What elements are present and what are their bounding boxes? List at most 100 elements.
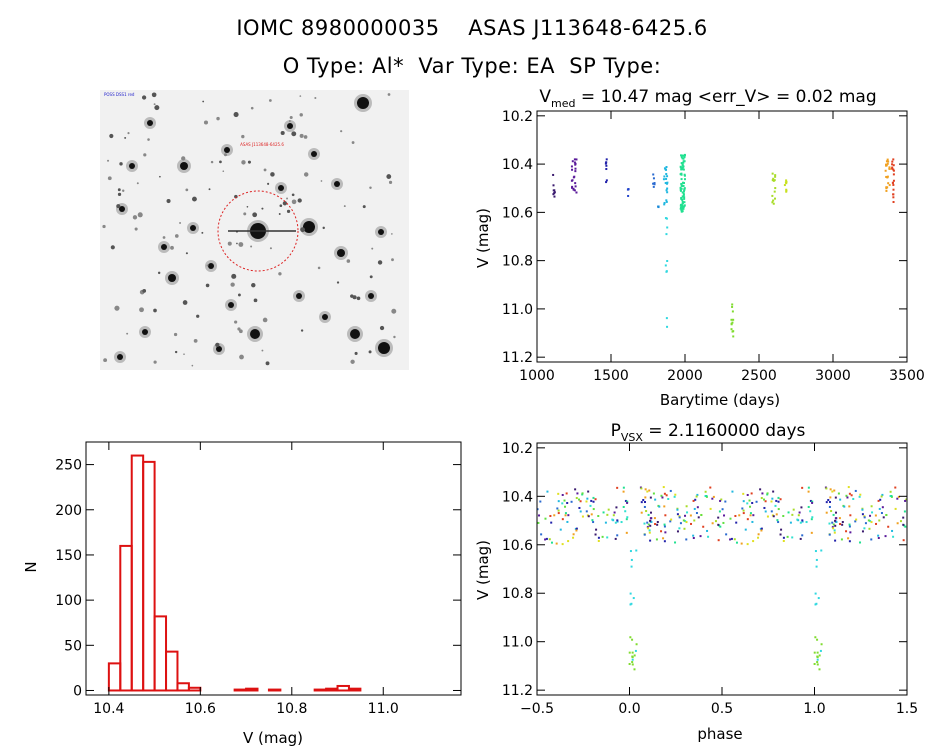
phased-point bbox=[859, 493, 862, 496]
lightcurve-point bbox=[783, 184, 786, 187]
phased-point bbox=[810, 531, 813, 534]
phased-point bbox=[820, 643, 823, 646]
lightcurve-point bbox=[731, 321, 734, 324]
phased-point bbox=[832, 523, 835, 526]
lightcurve-plot: Vmed = 10.47 mag <err_V> = 0.02 mag 1000… bbox=[474, 87, 925, 409]
phased-point bbox=[695, 495, 698, 498]
phased-point bbox=[766, 515, 769, 518]
phased-point bbox=[798, 511, 801, 514]
lightcurve-point bbox=[732, 335, 735, 338]
phased-point bbox=[746, 493, 749, 496]
lightcurve-point bbox=[888, 167, 891, 170]
phased-point bbox=[709, 486, 712, 489]
lightcurve-point bbox=[892, 179, 895, 182]
lightcurve-point bbox=[682, 157, 685, 160]
x-tick-label: 3000 bbox=[815, 368, 851, 384]
phased-point bbox=[733, 538, 736, 541]
faint-star bbox=[320, 180, 323, 182]
phased-point bbox=[848, 525, 851, 528]
phased-point bbox=[841, 523, 844, 526]
phased-point bbox=[818, 668, 821, 671]
faint-star bbox=[250, 106, 254, 110]
faint-star bbox=[179, 221, 182, 224]
faint-star bbox=[117, 188, 121, 192]
faint-star bbox=[147, 138, 150, 141]
phased-point bbox=[581, 493, 584, 496]
phased-point bbox=[878, 507, 881, 510]
phased-point bbox=[663, 540, 666, 543]
phased-point bbox=[744, 528, 747, 531]
phased-point bbox=[763, 498, 766, 501]
phased-points bbox=[536, 486, 908, 671]
phased-point bbox=[828, 505, 831, 508]
phased-point bbox=[723, 514, 726, 517]
lightcurve-point bbox=[665, 233, 668, 236]
phased-point bbox=[848, 523, 851, 526]
star bbox=[337, 249, 345, 257]
faint-star bbox=[299, 133, 304, 138]
phased-point bbox=[606, 513, 609, 516]
phased-point bbox=[643, 533, 646, 536]
phased-point bbox=[690, 522, 693, 525]
phased-point bbox=[587, 515, 590, 518]
phased-point bbox=[837, 492, 840, 495]
faint-star bbox=[153, 103, 156, 106]
phased-point bbox=[833, 531, 836, 534]
lightcurve-point bbox=[571, 168, 574, 171]
phased-point bbox=[615, 506, 618, 509]
histogram-bar bbox=[119, 544, 133, 692]
phased-title-rest: = 2.1160000 days bbox=[643, 421, 806, 441]
phased-point bbox=[711, 522, 714, 525]
star bbox=[368, 293, 374, 299]
phased-point bbox=[585, 510, 588, 513]
histogram-xlabel: V (mag) bbox=[243, 729, 303, 747]
phased-point bbox=[902, 516, 905, 519]
phased-point bbox=[904, 525, 907, 528]
phased-point bbox=[772, 515, 775, 518]
plot-frame bbox=[536, 442, 908, 696]
lightcurve-point bbox=[771, 172, 774, 175]
phased-point bbox=[646, 490, 649, 493]
star bbox=[357, 97, 369, 109]
lightcurve-point bbox=[666, 187, 669, 190]
phased-point bbox=[810, 518, 813, 521]
phased-point bbox=[578, 506, 581, 509]
phased-point bbox=[760, 527, 763, 530]
phased-point bbox=[592, 500, 595, 503]
phased-point bbox=[801, 486, 804, 489]
phased-point bbox=[854, 489, 857, 492]
faint-star bbox=[250, 245, 253, 248]
phased-point bbox=[694, 498, 697, 501]
phased-point bbox=[861, 530, 864, 533]
phased-point bbox=[896, 522, 899, 525]
phased-point bbox=[863, 516, 866, 519]
phased-point bbox=[664, 514, 667, 517]
phased-point bbox=[735, 541, 738, 544]
phased-point bbox=[750, 492, 753, 495]
phased-point bbox=[646, 521, 649, 524]
phased-point bbox=[544, 517, 547, 520]
phased-point bbox=[839, 498, 842, 501]
phased-point bbox=[729, 517, 732, 520]
lightcurve-point bbox=[665, 189, 668, 192]
lightcurve-point bbox=[885, 189, 888, 192]
y-tick-label: 10.8 bbox=[502, 254, 533, 270]
phased-point bbox=[570, 500, 573, 503]
y-tick-label: 10.4 bbox=[502, 157, 533, 173]
phased-point bbox=[692, 537, 695, 540]
faint-star bbox=[388, 180, 393, 184]
lightcurve-point bbox=[605, 161, 608, 164]
phased-point bbox=[811, 500, 814, 503]
phased-point bbox=[815, 565, 818, 568]
faint-star bbox=[154, 105, 160, 111]
faint-star bbox=[222, 170, 225, 172]
lightcurve-point bbox=[573, 175, 576, 178]
phased-point bbox=[845, 530, 848, 533]
lightcurve-point bbox=[679, 186, 682, 189]
x-tick-label: 2000 bbox=[667, 368, 703, 384]
lightcurve-point bbox=[774, 197, 777, 200]
lightcurve-point bbox=[574, 170, 577, 173]
phased-point bbox=[807, 505, 810, 508]
faint-star bbox=[291, 131, 297, 137]
phased-point bbox=[742, 492, 745, 495]
